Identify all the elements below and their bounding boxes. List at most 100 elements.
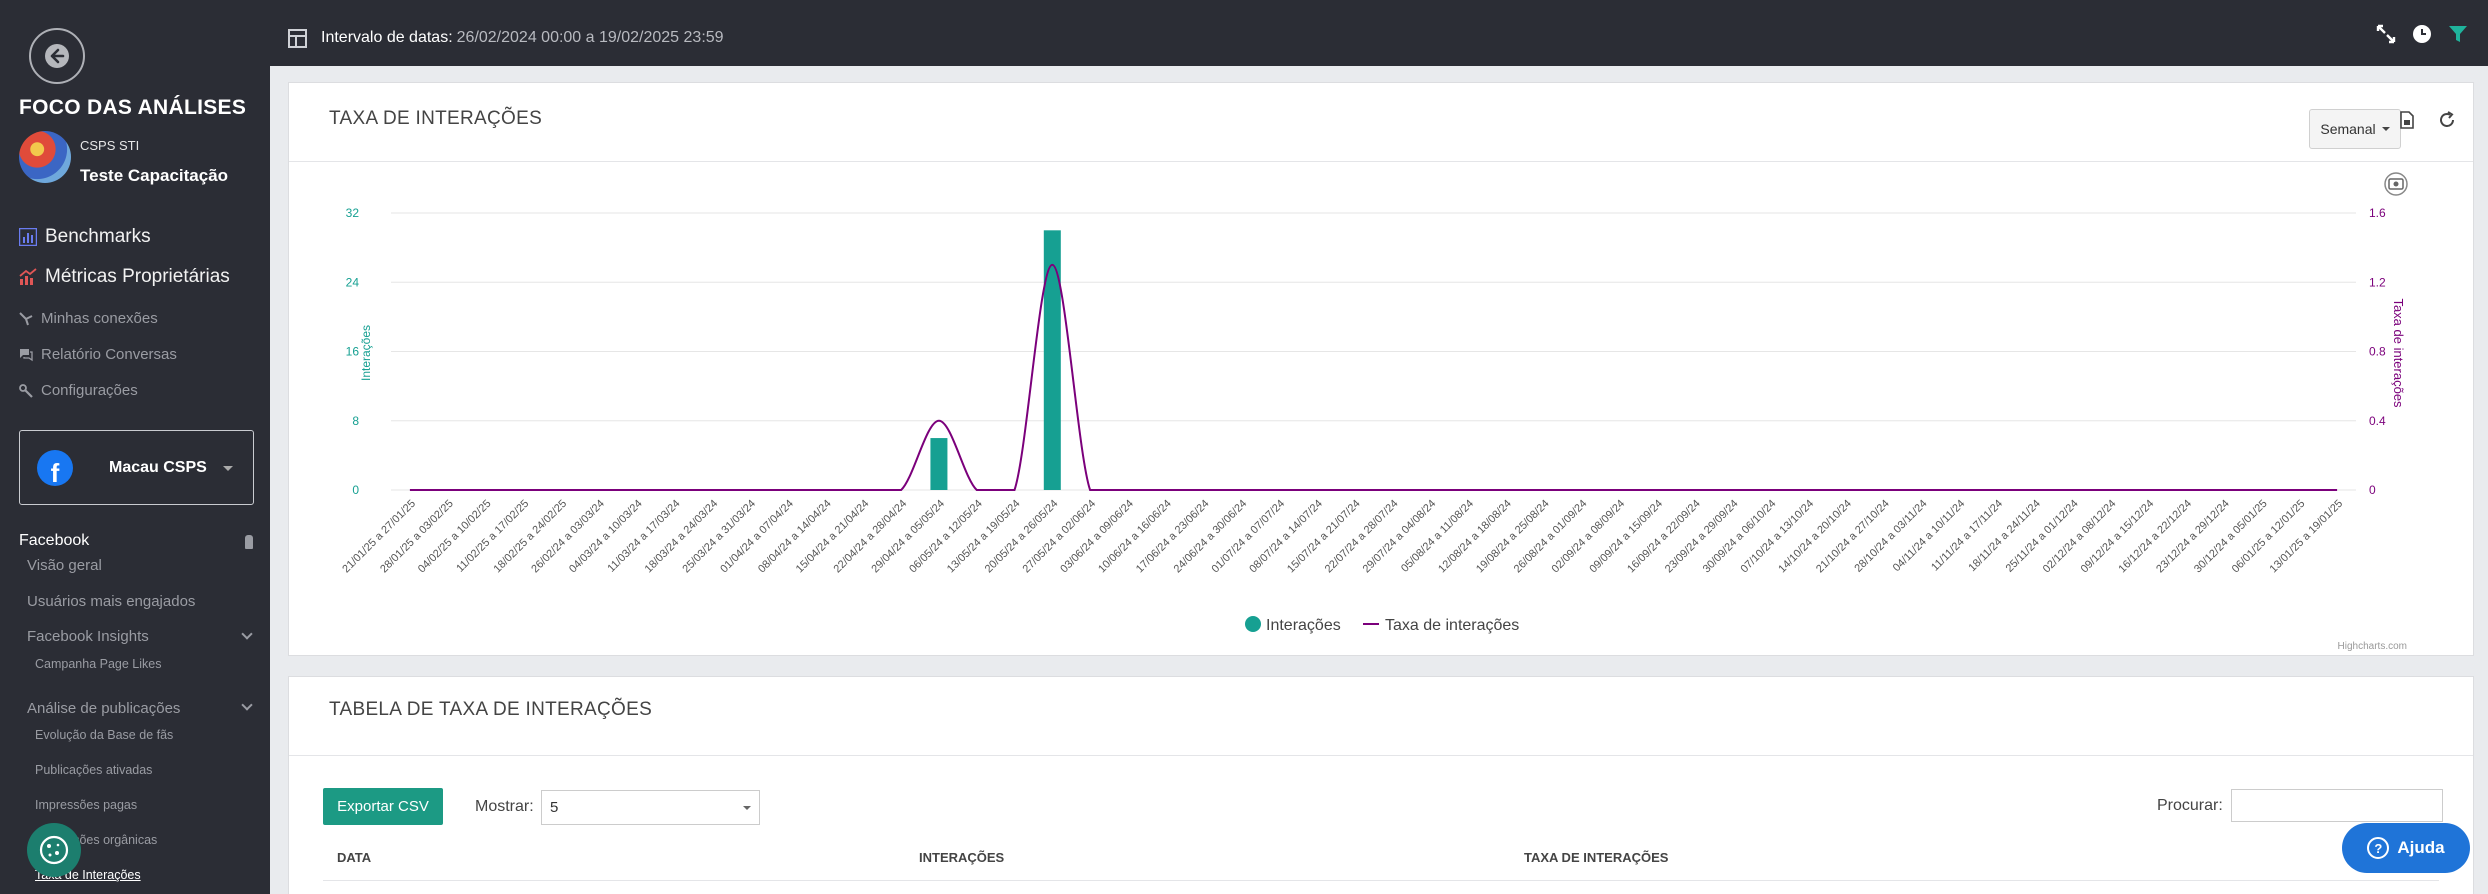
sidebar-item-conexoes[interactable]: Minhas conexões (19, 310, 158, 327)
avatar[interactable] (19, 131, 71, 183)
cookie-icon (39, 835, 69, 865)
x-tick-label: 09/09/24 a 15/09/24 (1587, 498, 1665, 576)
export-csv-button[interactable]: Exportar CSV (323, 788, 443, 825)
cookie-button[interactable] (27, 823, 81, 877)
chart-card: TAXA DE INTERAÇÕES Semanal 0 8 16 24 32 0 0.4… (288, 82, 2474, 656)
sidebar-item-benchmarks[interactable]: Benchmarks (19, 226, 151, 248)
chart-credits[interactable]: Highcharts.com (2338, 641, 2407, 652)
x-tick-label: 01/07/24 a 07/07/24 (1209, 498, 1287, 576)
table-card-title: TABELA DE TAXA DE INTERAÇÕES (329, 699, 653, 720)
sidebar-item-campanha[interactable]: Campanha Page Likes (35, 657, 162, 671)
camera-button[interactable] (2384, 172, 2408, 196)
question-icon: ? (2367, 837, 2390, 859)
clock-icon[interactable] (2412, 24, 2432, 44)
x-tick-label: 23/09/24 a 29/09/24 (1663, 498, 1741, 576)
chart-up-icon (19, 268, 37, 285)
page-size-value: 5 (550, 799, 559, 816)
x-tick-label: 18/11/24 a 24/11/24 (1966, 498, 2043, 575)
x-tick-label: 16/12/24 a 22/12/24 (2116, 498, 2194, 576)
x-tick-label: 21/10/24 a 27/10/24 (1814, 498, 1892, 576)
chart-card-title: TAXA DE INTERAÇÕES (329, 108, 543, 129)
x-tick-label: 22/04/24 a 28/04/24 (832, 498, 910, 576)
column-header-interacoes[interactable]: INTERAÇÕES (919, 850, 1005, 865)
x-tick-label: 27/05/24 a 02/06/24 (1021, 498, 1099, 576)
pin-icon[interactable] (245, 535, 253, 549)
x-tick-label: 24/06/24 a 30/06/24 (1172, 498, 1250, 576)
layout-icon[interactable] (288, 28, 307, 48)
x-tick-label: 03/06/24 a 09/06/24 (1058, 498, 1136, 576)
x-tick-label: 29/07/24 a 04/08/24 (1361, 498, 1439, 576)
sidebar-item-metricas[interactable]: Métricas Proprietárias (19, 266, 230, 288)
sidebar-item-label: Métricas Proprietárias (45, 266, 230, 287)
legend-item-interacoes[interactable]: Interações (1266, 617, 1341, 634)
x-tick-label: 09/12/24 a 15/12/24 (2079, 498, 2157, 576)
date-range-bar: Intervalo de datas: 26/02/2024 00:00 a 1… (270, 10, 2488, 66)
x-tick-label: 14/10/24 a 20/10/24 (1776, 498, 1854, 576)
legend-marker-interacoes (1245, 616, 1261, 632)
chart-legend: Interações Taxa de interações (1245, 616, 1519, 634)
chevron-down-icon[interactable] (241, 628, 253, 640)
chevron-down-icon (223, 466, 233, 471)
x-tick-label: 15/07/24 a 21/07/24 (1285, 498, 1363, 576)
x-tick-label: 30/09/24 a 06/10/24 (1701, 498, 1779, 576)
search-input[interactable] (2231, 789, 2443, 822)
period-select[interactable]: Semanal (2309, 109, 2401, 149)
sidebar-title: FOCO DAS ANÁLISES (19, 96, 247, 119)
user-name[interactable]: Teste Capacitação (80, 166, 229, 185)
x-tick-label: 29/04/24 a 05/05/24 (869, 498, 947, 576)
x-tick-label: 01/04/24 a 07/04/24 (718, 498, 796, 576)
chevron-down-icon[interactable] (241, 699, 253, 711)
card-divider (289, 755, 2473, 756)
sidebar-item-usuarios[interactable]: Usuários mais engajados (27, 593, 196, 610)
page-size-select[interactable]: 5 (541, 790, 760, 825)
x-tick-label: 12/08/24 a 18/08/24 (1436, 498, 1514, 576)
sidebar-item-evolucao[interactable]: Evolução da Base de fãs (35, 728, 174, 742)
y-axis-label-left: Interações (359, 325, 373, 381)
legend-item-taxa[interactable]: Taxa de interações (1385, 617, 1519, 634)
x-tick-label: 17/06/24 a 23/06/24 (1134, 498, 1212, 576)
x-tick-label: 20/05/24 a 26/05/24 (983, 498, 1061, 576)
expand-icon[interactable] (2376, 24, 2396, 44)
date-range-value[interactable]: 26/02/2024 00:00 a 19/02/2025 23:59 (456, 29, 724, 46)
y-tick-right: 0.8 (2369, 345, 2386, 359)
sidebar-item-configuracoes[interactable]: Configurações (19, 382, 138, 399)
show-label: Mostrar: (475, 798, 534, 815)
sidebar-item-relatorio[interactable]: Relatório Conversas (19, 346, 177, 363)
filter-icon[interactable] (2448, 24, 2468, 44)
sidebar-item-impressoes-pagas[interactable]: Impressões pagas (35, 798, 138, 812)
org-name: CSPS STI (80, 138, 140, 153)
series-line-taxa (409, 263, 2338, 492)
bar[interactable] (930, 438, 948, 490)
help-label: Ajuda (2397, 838, 2445, 857)
help-button[interactable]: ? Ajuda (2342, 823, 2470, 873)
caret-down-icon (2381, 127, 2390, 131)
x-tick-label: 30/12/24 a 05/01/25 (2192, 498, 2270, 576)
section-facebook: Facebook (19, 532, 90, 549)
sidebar-item-insights[interactable]: Facebook Insights (27, 628, 149, 645)
sidebar: FOCO DAS ANÁLISES CSPS STI Teste Capacit… (0, 0, 270, 894)
x-tick-label: 04/11/24 a 10/11/24 (1891, 498, 1968, 575)
table-header-divider (323, 880, 2439, 881)
card-divider (289, 161, 2473, 162)
back-button[interactable] (29, 28, 85, 84)
page-selector[interactable]: f Macau CSPS (19, 430, 254, 505)
save-icon[interactable] (2399, 111, 2415, 129)
refresh-icon[interactable] (2437, 110, 2457, 130)
column-header-data[interactable]: DATA (337, 850, 372, 865)
x-tick-label: 21/01/25 a 27/01/25 (340, 498, 418, 576)
x-tick-label: 15/04/24 a 21/04/24 (794, 498, 872, 576)
x-tick-label: 08/07/24 a 14/07/24 (1247, 498, 1325, 576)
column-header-taxa[interactable]: TAXA DE INTERAÇÕES (1524, 850, 1669, 865)
sidebar-item-analise[interactable]: Análise de publicações (27, 700, 181, 717)
y-axis-label-right: Taxa de interações (2391, 298, 2406, 408)
x-tick-label: 26/08/24 a 01/09/24 (1512, 498, 1590, 576)
sidebar-item-visao-geral[interactable]: Visão geral (27, 557, 102, 574)
x-tick-label: 28/10/24 a 03/11/24 (1852, 498, 1929, 575)
x-tick-label: 18/03/24 a 24/03/24 (643, 498, 721, 576)
bar[interactable] (1043, 230, 1061, 490)
facebook-icon: f (37, 449, 73, 486)
sidebar-item-publicacoes[interactable]: Publicações ativadas (35, 763, 153, 777)
table-card: TABELA DE TAXA DE INTERAÇÕES Exportar CS… (288, 676, 2474, 894)
x-tick-label: 25/11/24 a 01/12/24 (2004, 498, 2081, 575)
x-tick-label: 10/06/24 a 16/06/24 (1096, 498, 1174, 576)
